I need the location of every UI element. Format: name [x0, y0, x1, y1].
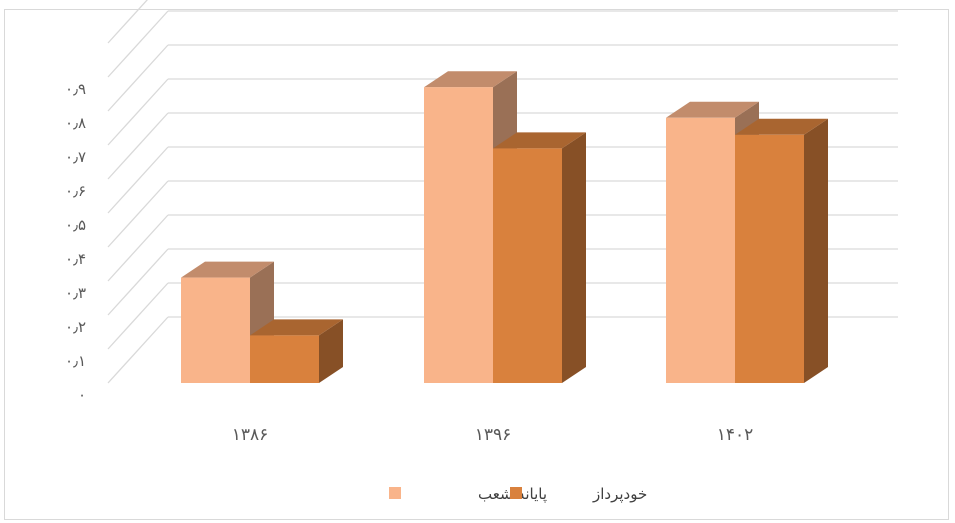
y-tick-label: ۰٫۹ [65, 80, 86, 98]
y-tick-label: ۰٫۸ [65, 114, 86, 132]
x-category-label: ۱۴۰۲ [717, 425, 754, 445]
bar-top [493, 132, 586, 149]
bar-side [319, 319, 343, 383]
legend-swatch-0 [389, 487, 401, 499]
gridline-diagonal [107, 248, 169, 316]
bar-top [181, 261, 274, 278]
gridline-diagonal [107, 44, 169, 112]
bar-front [735, 134, 804, 383]
legend-swatch-1 [510, 487, 522, 499]
y-tick-label: ۰٫۲ [65, 318, 86, 336]
legend: پایانه شعب خودپرداز [389, 485, 647, 504]
gridline-diagonal [107, 146, 169, 214]
x-category-label: ۱۳۸۶ [232, 425, 269, 445]
bar-side [804, 118, 828, 384]
legend-label-1: خودپرداز [592, 485, 647, 504]
bar-front [666, 117, 735, 384]
bars [181, 71, 828, 384]
bar-top [666, 101, 759, 118]
bar-front [250, 335, 319, 383]
gridline-diagonal [107, 180, 169, 248]
y-tick-label: ۰٫۷ [65, 148, 86, 166]
gridline-diagonal [107, 316, 169, 384]
bar-atm-1 [493, 132, 586, 383]
y-tick-label: ۰٫۶ [65, 182, 86, 200]
bar-front [493, 148, 562, 383]
y-axis-ticks: ۰ ۰٫۱ ۰٫۲ ۰٫۳ ۰٫۴ ۰٫۵ ۰٫۶ ۰٫۷ ۰٫۸ ۰٫۹ [65, 80, 86, 404]
bar-front [424, 87, 493, 383]
gridline-diagonal [107, 78, 169, 146]
y-tick-label: ۰٫۳ [65, 284, 86, 302]
x-axis-categories: ۱۳۸۶ ۱۳۹۶ ۱۴۰۲ [232, 425, 754, 445]
bar-top [735, 118, 828, 135]
y-tick-label: ۰٫۱ [65, 352, 86, 370]
x-category-label: ۱۳۹۶ [475, 425, 512, 445]
gridline-diagonal [107, 282, 169, 350]
y-tick-label: ۰٫۵ [65, 216, 86, 234]
bar-front [181, 277, 250, 383]
bar-top [250, 319, 343, 336]
gridline-diagonal [107, 112, 169, 180]
bar-side [562, 132, 586, 383]
bar-atm-0 [250, 319, 343, 383]
y-tick-label: ۰ [78, 386, 86, 404]
bar-atm-2 [735, 118, 828, 384]
gridline-diagonal [107, 0, 148, 44]
gridline-diagonal [107, 10, 169, 78]
gridline-diagonal [107, 214, 169, 282]
y-tick-label: ۰٫۴ [65, 250, 86, 268]
bar-top [424, 71, 517, 88]
